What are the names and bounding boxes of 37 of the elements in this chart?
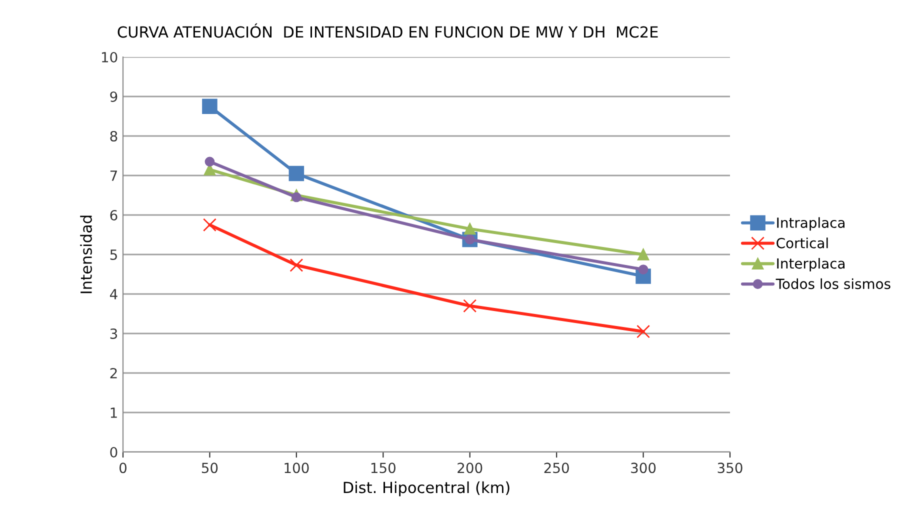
point [204, 156, 215, 167]
y-tick-label: 3 [110, 328, 118, 339]
point [637, 248, 650, 260]
x-tick-label: 200 [458, 462, 482, 474]
x-tick-label: 50 [202, 462, 218, 474]
x-tick-label: 350 [718, 462, 742, 474]
chart-title: CURVA ATENUACIÓN DE INTENSIDAD EN FUNCION DE MW Y DH MC2E [118, 23, 658, 38]
y-tick-label: 9 [110, 91, 118, 102]
legend-label: Intraplaca [777, 217, 844, 231]
y-tick-label: 0 [110, 446, 118, 458]
y-tick-label: 2 [110, 368, 117, 378]
y-tick-label: 7 [110, 170, 117, 181]
legend-label: Cortical [776, 238, 828, 248]
point [638, 264, 648, 274]
point [290, 258, 304, 272]
x-axis-title: Dist. Hipocentral (km) [344, 481, 510, 496]
y-tick-label: 1 [110, 408, 117, 418]
point [202, 98, 218, 114]
point [288, 166, 304, 182]
y-tick-label: 5 [110, 250, 117, 260]
point [636, 324, 650, 338]
point [464, 222, 476, 235]
y-tick-label: 6 [110, 210, 118, 220]
y-tick-label: 4 [110, 289, 118, 300]
point [463, 299, 477, 313]
legend-label: Todos los sismos [776, 278, 890, 290]
legend-label: Interplaca [777, 258, 845, 272]
x-tick-label: 150 [371, 462, 396, 474]
x-tick-label: 0 [119, 462, 126, 474]
point [292, 192, 302, 202]
x-tick-label: 250 [544, 462, 569, 474]
x-tick-label: 100 [284, 462, 309, 474]
y-axis-title: Intensidad [80, 216, 92, 294]
point [202, 218, 216, 232]
y-tick-label: 8 [110, 130, 118, 142]
y-tick-label: 10 [102, 52, 118, 62]
x-tick-label: 300 [631, 462, 656, 474]
